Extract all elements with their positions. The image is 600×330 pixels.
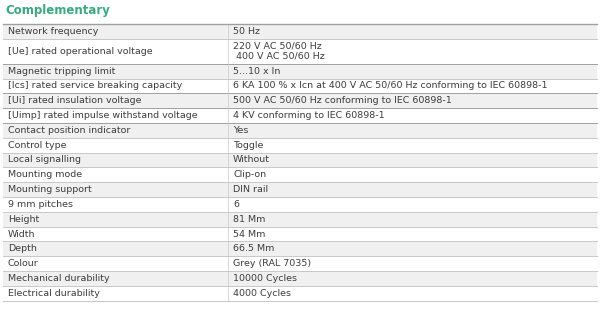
Bar	[3, 271, 597, 286]
Text: 500 V AC 50/60 Hz conforming to IEC 60898-1: 500 V AC 50/60 Hz conforming to IEC 6089…	[233, 96, 452, 105]
Bar	[3, 123, 597, 138]
Text: Depth: Depth	[8, 244, 37, 253]
Text: [Ue] rated operational voltage: [Ue] rated operational voltage	[8, 47, 152, 56]
Text: 5...10 x In: 5...10 x In	[233, 67, 280, 76]
Text: 9 mm pitches: 9 mm pitches	[8, 200, 73, 209]
Bar	[3, 64, 597, 79]
Text: Local signalling: Local signalling	[8, 155, 81, 164]
Text: Contact position indicator: Contact position indicator	[8, 126, 130, 135]
Text: Grey (RAL 7035): Grey (RAL 7035)	[233, 259, 311, 268]
Text: 81 Mm: 81 Mm	[233, 215, 265, 224]
Bar	[3, 182, 597, 197]
Text: DIN rail: DIN rail	[233, 185, 268, 194]
Text: Complementary: Complementary	[5, 4, 110, 17]
Text: Mounting mode: Mounting mode	[8, 170, 82, 179]
Bar	[3, 152, 597, 167]
Text: 4 KV conforming to IEC 60898-1: 4 KV conforming to IEC 60898-1	[233, 111, 385, 120]
Text: Mounting support: Mounting support	[8, 185, 92, 194]
Bar	[3, 242, 597, 256]
Text: Width: Width	[8, 229, 35, 239]
Text: [Uimp] rated impulse withstand voltage: [Uimp] rated impulse withstand voltage	[8, 111, 197, 120]
Text: Height: Height	[8, 215, 39, 224]
Text: Magnetic tripping limit: Magnetic tripping limit	[8, 67, 115, 76]
Text: 220 V AC 50/60 Hz: 220 V AC 50/60 Hz	[233, 41, 322, 50]
Text: 400 V AC 50/60 Hz: 400 V AC 50/60 Hz	[233, 52, 325, 61]
Text: Electrical durability: Electrical durability	[8, 289, 100, 298]
Text: 10000 Cycles: 10000 Cycles	[233, 274, 297, 283]
Text: 4000 Cycles: 4000 Cycles	[233, 289, 291, 298]
Text: 6: 6	[233, 200, 239, 209]
Text: Toggle: Toggle	[233, 141, 263, 150]
Bar	[3, 93, 597, 108]
Bar	[3, 24, 597, 39]
Text: Control type: Control type	[8, 141, 67, 150]
Text: Yes: Yes	[233, 126, 248, 135]
Text: 50 Hz: 50 Hz	[233, 27, 260, 36]
Text: 54 Mm: 54 Mm	[233, 229, 265, 239]
Text: Without: Without	[233, 155, 270, 164]
Bar	[3, 212, 597, 227]
Text: [Ui] rated insulation voltage: [Ui] rated insulation voltage	[8, 96, 142, 105]
Text: Clip-on: Clip-on	[233, 170, 266, 179]
Text: [Ics] rated service breaking capacity: [Ics] rated service breaking capacity	[8, 82, 182, 90]
Text: Network frequency: Network frequency	[8, 27, 98, 36]
Text: 66.5 Mm: 66.5 Mm	[233, 244, 274, 253]
Text: Mechanical durability: Mechanical durability	[8, 274, 110, 283]
Text: Colour: Colour	[8, 259, 39, 268]
Text: 6 KA 100 % x Icn at 400 V AC 50/60 Hz conforming to IEC 60898-1: 6 KA 100 % x Icn at 400 V AC 50/60 Hz co…	[233, 82, 548, 90]
